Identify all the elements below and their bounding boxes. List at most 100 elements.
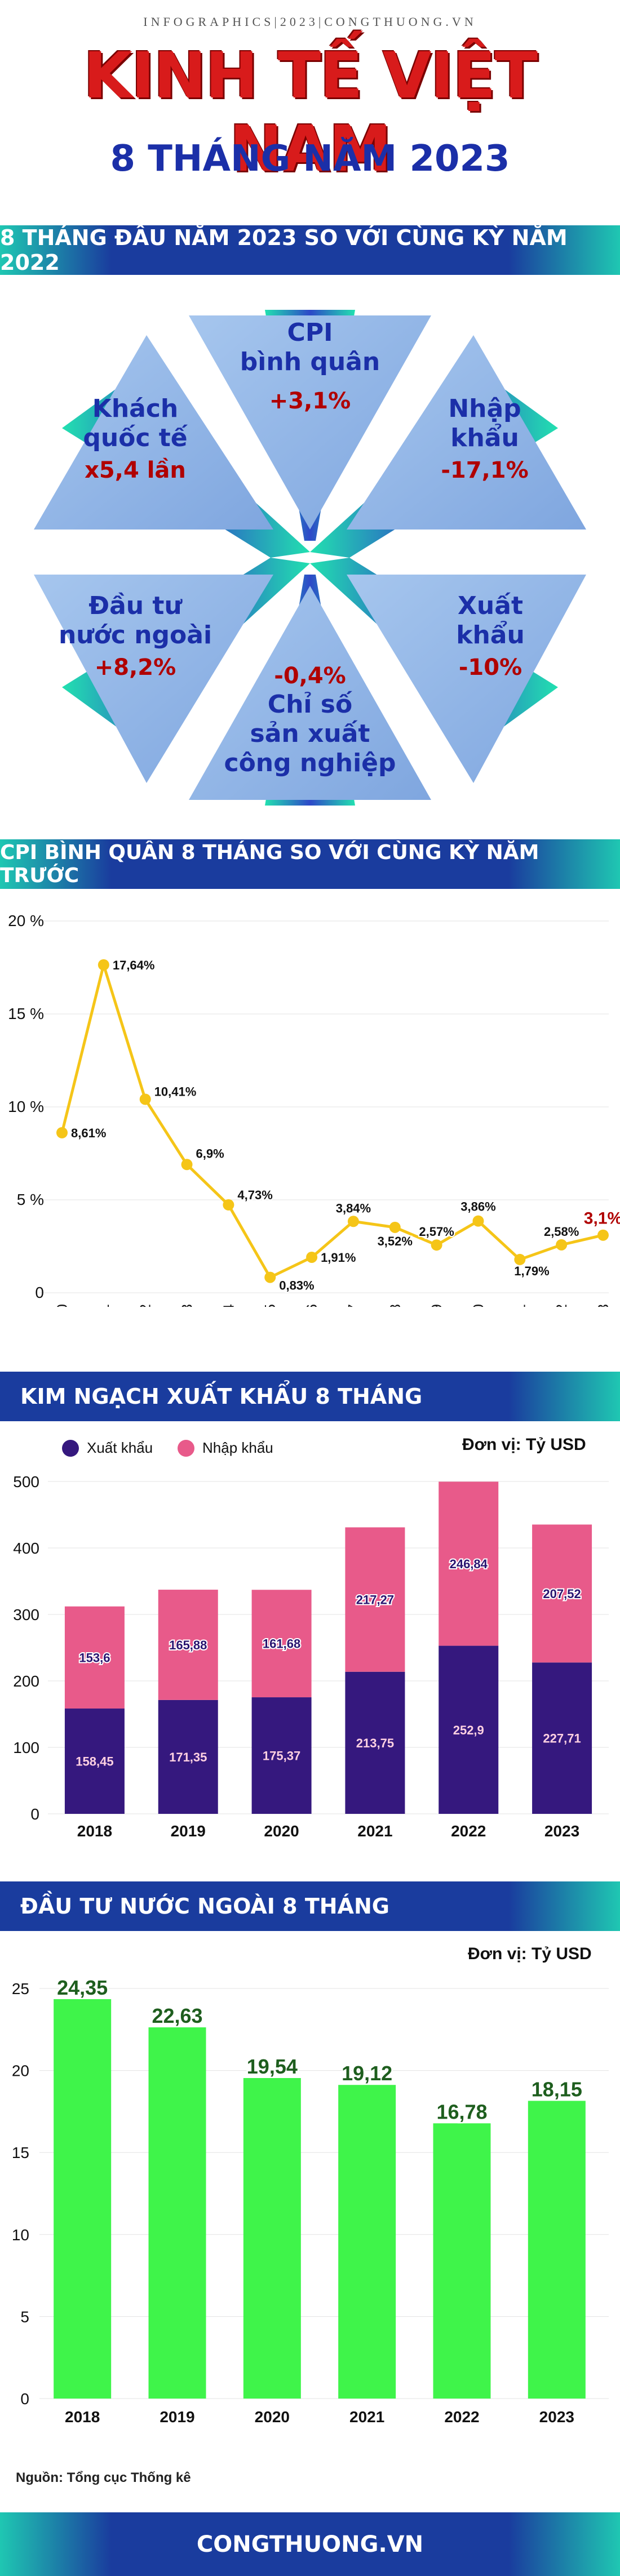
- fdi-xtick-label: 2020: [255, 2408, 290, 2426]
- fdi-data-label: 19,54: [247, 2055, 298, 2078]
- export-ytick-label: 0: [30, 1805, 39, 1823]
- export-bar: [158, 1699, 218, 1814]
- fdi-bar: [433, 2123, 491, 2399]
- summary-export-label1: Xuất: [458, 591, 523, 620]
- cpi-ytick-label: 10 %: [8, 1098, 44, 1115]
- import-bar: [251, 1590, 312, 1698]
- export-bar: [345, 1671, 405, 1814]
- cpi-point: [306, 1251, 318, 1263]
- import-data-label: 161,68: [263, 1637, 300, 1651]
- export-data-label: 227,71: [543, 1732, 581, 1746]
- summary-export-label2: khẩu: [456, 621, 525, 649]
- export-ytick-label: 300: [13, 1606, 39, 1623]
- cpi-data-label: 1,91%: [321, 1251, 356, 1265]
- summary-export: Xuất khẩu -10%: [417, 591, 564, 682]
- fdi-ytick-label: 0: [20, 2390, 29, 2408]
- summary-tourists-label1: Khách: [92, 394, 179, 423]
- cpi-point: [347, 1216, 359, 1227]
- export-xtick-label: 2021: [357, 1822, 392, 1839]
- summary-industry-label3: công nghiệp: [224, 749, 396, 777]
- cpi-data-label: 3,1%: [584, 1209, 620, 1228]
- cpi-point: [431, 1239, 442, 1251]
- cpi-point: [264, 1271, 276, 1283]
- cpi-xtick-label: 2021: [511, 1304, 528, 1307]
- fdi-ytick-label: 15: [12, 2144, 29, 2161]
- legend-export-label: Xuất khẩu: [87, 1439, 153, 1456]
- export-xtick-label: 2022: [451, 1822, 486, 1839]
- fdi-ytick-label: 25: [12, 1980, 29, 1997]
- fdi-bar-chart: 0 5 10 15 20 25 24,35 2018 22,63 2019 19,54 2020 19,…: [12, 1974, 609, 2426]
- cpi-data-label: 1,79%: [514, 1264, 549, 1278]
- fdi-bar: [148, 2027, 206, 2399]
- cpi-data-label: 4,73%: [237, 1188, 272, 1202]
- export-ytick-label: 200: [13, 1672, 39, 1690]
- fdi-data-label: 19,12: [342, 2062, 392, 2085]
- cpi-data-label: 10,41%: [154, 1084, 197, 1098]
- export-unit: Đơn vị: Tỷ USD: [462, 1435, 586, 1454]
- import-bar: [439, 1481, 499, 1646]
- cpi-ytick-label: 5 %: [17, 1191, 44, 1208]
- triangle-industry: [189, 586, 431, 800]
- summary-industry: -0,4% Chỉ số sản xuất công nghiệp: [220, 662, 400, 778]
- export-bar: [532, 1662, 592, 1814]
- import-data-label: 217,27: [356, 1593, 394, 1607]
- cpi-point: [514, 1253, 526, 1265]
- cpi-point: [56, 1127, 68, 1138]
- summary-fdi: Đầu tư nước ngoài +8,2%: [51, 591, 220, 682]
- legend-export: Xuất khẩu: [62, 1439, 153, 1457]
- export-data-label: 171,35: [169, 1750, 207, 1764]
- summary-import-label1: Nhập: [448, 394, 521, 423]
- export-xtick-label: 2020: [264, 1822, 299, 1839]
- summary-fdi-label1: Đầu tư: [88, 591, 182, 620]
- import-data-label: 207,52: [543, 1587, 581, 1601]
- export-ytick-label: 500: [13, 1473, 39, 1491]
- legend-import: Nhập khẩu: [178, 1439, 273, 1457]
- export-bar: [439, 1645, 499, 1814]
- summary-hexagon: [34, 310, 586, 806]
- cpi-ytick-label: 0: [35, 1284, 44, 1301]
- fdi-xtick-label: 2019: [160, 2408, 194, 2426]
- import-bar: [532, 1524, 592, 1663]
- cpi-xtick-label: 2015: [262, 1304, 278, 1307]
- summary-cpi-label1: CPI: [287, 318, 333, 347]
- fdi-ytick-label: 20: [12, 2062, 29, 2080]
- cpi-data-label: 3,84%: [336, 1201, 371, 1215]
- summary-industry-label1: Chỉ số: [267, 690, 353, 719]
- summary-cpi-value: +3,1%: [269, 388, 351, 414]
- legend-import-label: Nhập khẩu: [202, 1439, 273, 1456]
- fdi-data-label: 16,78: [436, 2100, 487, 2123]
- fdi-xtick-label: 2021: [349, 2408, 384, 2426]
- source-note: Nguồn: Tổng cục Thống kê: [16, 2470, 191, 2485]
- cpi-xtick-label: 2020: [470, 1304, 486, 1307]
- cpi-xtick-label: 2010: [54, 1304, 70, 1307]
- triangle-tourists: [34, 335, 273, 530]
- summary-tourists-value: x5,4 lần: [85, 457, 186, 483]
- import-data-label: 246,84: [450, 1557, 488, 1571]
- cpi-xtick-label: 2011: [95, 1304, 112, 1307]
- cpi-banner: CPI BÌNH QUÂN 8 THÁNG SO VỚI CÙNG KỲ NĂM…: [0, 839, 620, 889]
- triangle-cpi: [189, 315, 431, 530]
- triangle-fdi: [34, 575, 273, 783]
- cpi-point: [139, 1093, 151, 1105]
- cpi-point: [181, 1159, 193, 1171]
- cpi-data-label: 6,9%: [196, 1146, 224, 1160]
- summary-banner: 8 THÁNG ĐẦU NĂM 2023 SO VỚI CÙNG KỲ NĂM …: [0, 225, 620, 275]
- cpi-line-chart: 0 5 % 10 % 15 % 20 % 8,61% 2010 17,64% 2011 10,41…: [8, 912, 620, 1307]
- cpi-data-label: 2,57%: [419, 1225, 454, 1239]
- summary-industry-value: -0,4%: [274, 663, 346, 689]
- cpi-xtick-label: 2012: [137, 1304, 154, 1307]
- summary-export-value: -10%: [458, 655, 522, 680]
- summary-fdi-label2: nước ngoài: [58, 621, 212, 649]
- cpi-data-label: 0,83%: [279, 1279, 314, 1293]
- cpi-ytick-label: 15 %: [8, 1005, 44, 1022]
- import-bar: [64, 1606, 125, 1709]
- cpi-xtick-label: 2017: [345, 1304, 362, 1307]
- cpi-xtick-label: 2016: [303, 1304, 320, 1307]
- fdi-bar: [338, 2085, 396, 2399]
- summary-industry-label2: sản xuất: [250, 719, 370, 748]
- cpi-xtick-label: 2019: [428, 1304, 445, 1307]
- export-xtick-label: 2023: [544, 1822, 579, 1839]
- fdi-data-label: 24,35: [57, 1976, 108, 1999]
- summary-cpi-label2: bình quân: [240, 348, 380, 376]
- export-ytick-label: 100: [13, 1739, 39, 1756]
